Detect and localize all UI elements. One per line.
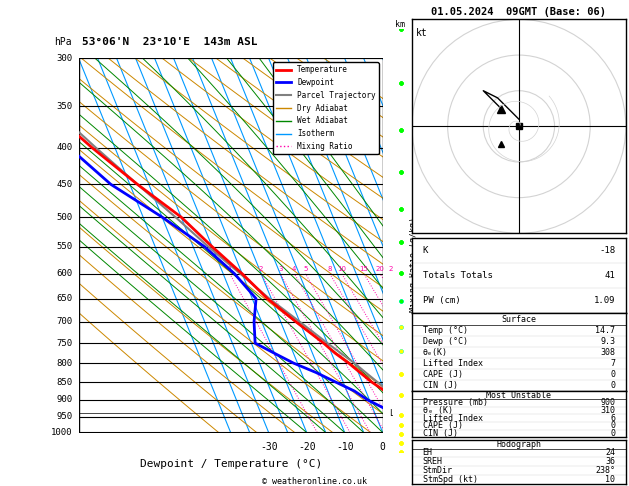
Text: 800: 800: [57, 359, 72, 368]
Text: θₑ (K): θₑ (K): [423, 406, 453, 415]
Text: 308: 308: [600, 348, 615, 357]
Legend: Temperature, Dewpoint, Parcel Trajectory, Dry Adiabat, Wet Adiabat, Isotherm, Mi: Temperature, Dewpoint, Parcel Trajectory…: [273, 62, 379, 154]
Text: 310: 310: [600, 406, 615, 415]
Text: 6: 6: [395, 143, 400, 152]
Text: 4: 4: [395, 269, 400, 278]
Text: 1000: 1000: [51, 428, 72, 437]
Text: 15: 15: [360, 266, 369, 272]
Text: Dewp (°C): Dewp (°C): [423, 337, 468, 346]
Text: 400: 400: [57, 143, 72, 152]
Text: PW (cm): PW (cm): [423, 296, 460, 305]
Text: 500: 500: [57, 212, 72, 222]
Text: kt: kt: [416, 28, 428, 38]
Text: 2: 2: [259, 266, 263, 272]
Text: 24: 24: [605, 449, 615, 457]
Text: 36: 36: [605, 457, 615, 466]
Text: Dewpoint / Temperature (°C): Dewpoint / Temperature (°C): [140, 459, 322, 469]
Text: Temp (°C): Temp (°C): [423, 326, 468, 335]
Text: Most Unstable: Most Unstable: [486, 391, 552, 399]
Text: 40: 40: [529, 442, 540, 452]
Text: 450: 450: [57, 180, 72, 189]
Text: Totals Totals: Totals Totals: [423, 271, 493, 280]
Text: 41: 41: [604, 271, 615, 280]
Text: 20: 20: [376, 266, 384, 272]
Text: 7: 7: [610, 359, 615, 368]
Text: 6: 6: [610, 414, 615, 423]
Text: 550: 550: [57, 242, 72, 251]
Text: 238°: 238°: [595, 466, 615, 475]
Text: 600: 600: [57, 269, 72, 278]
Text: 14.7: 14.7: [595, 326, 615, 335]
Text: Mixing Ratio (g/kg): Mixing Ratio (g/kg): [409, 217, 418, 312]
Text: Hodograph: Hodograph: [496, 440, 542, 449]
Text: 5: 5: [395, 212, 400, 222]
Text: CAPE (J): CAPE (J): [423, 370, 463, 379]
Text: 700: 700: [57, 317, 72, 326]
Text: hPa: hPa: [54, 37, 72, 47]
Text: 7: 7: [395, 102, 400, 111]
Text: 0: 0: [380, 442, 386, 452]
Text: θₑ(K): θₑ(K): [423, 348, 448, 357]
Text: 850: 850: [57, 378, 72, 386]
Text: 01.05.2024  09GMT (Base: 06): 01.05.2024 09GMT (Base: 06): [431, 7, 606, 17]
Text: km
ASL: km ASL: [395, 20, 410, 39]
Text: 2: 2: [395, 359, 400, 368]
Text: 20: 20: [453, 442, 465, 452]
Text: 10: 10: [415, 442, 426, 452]
Text: 5: 5: [303, 266, 308, 272]
Text: CIN (J): CIN (J): [423, 429, 458, 438]
Text: 1: 1: [228, 266, 232, 272]
Text: 900: 900: [57, 395, 72, 404]
Text: 1.09: 1.09: [594, 296, 615, 305]
Text: 9.3: 9.3: [600, 337, 615, 346]
Text: StmDir: StmDir: [423, 466, 453, 475]
Text: Pressure (mb): Pressure (mb): [423, 398, 487, 407]
Text: 0: 0: [610, 381, 615, 390]
Text: Lifted Index: Lifted Index: [423, 414, 482, 423]
Text: Lifted Index: Lifted Index: [423, 359, 482, 368]
Text: 4: 4: [292, 266, 296, 272]
Text: 3: 3: [278, 266, 282, 272]
Text: -20: -20: [298, 442, 316, 452]
Text: StmSpd (kt): StmSpd (kt): [423, 475, 477, 484]
Text: SREH: SREH: [423, 457, 443, 466]
Text: © weatheronline.co.uk: © weatheronline.co.uk: [262, 476, 367, 486]
Text: 950: 950: [57, 412, 72, 421]
Text: CIN (J): CIN (J): [423, 381, 458, 390]
Text: K: K: [423, 246, 428, 255]
Text: 750: 750: [57, 339, 72, 347]
Text: -10: -10: [336, 442, 353, 452]
Text: LCL: LCL: [389, 409, 404, 418]
Text: 8: 8: [328, 266, 332, 272]
Text: 900: 900: [600, 398, 615, 407]
Text: 25: 25: [389, 266, 398, 272]
Text: 0: 0: [610, 370, 615, 379]
Text: 8: 8: [395, 54, 400, 63]
Text: EH: EH: [423, 449, 433, 457]
Text: -30: -30: [260, 442, 277, 452]
Text: 3: 3: [395, 317, 400, 326]
Text: 350: 350: [57, 102, 72, 111]
Text: CAPE (J): CAPE (J): [423, 421, 463, 431]
Text: 53°06'N  23°10'E  143m ASL: 53°06'N 23°10'E 143m ASL: [82, 37, 258, 47]
Text: Surface: Surface: [501, 314, 537, 324]
Text: 0: 0: [610, 421, 615, 431]
Text: 1: 1: [395, 395, 400, 404]
Text: 300: 300: [57, 54, 72, 63]
Text: 0: 0: [610, 429, 615, 438]
Text: 10: 10: [605, 475, 615, 484]
Text: 30: 30: [491, 442, 503, 452]
Text: -18: -18: [599, 246, 615, 255]
Text: 650: 650: [57, 294, 72, 303]
Text: 10: 10: [337, 266, 346, 272]
